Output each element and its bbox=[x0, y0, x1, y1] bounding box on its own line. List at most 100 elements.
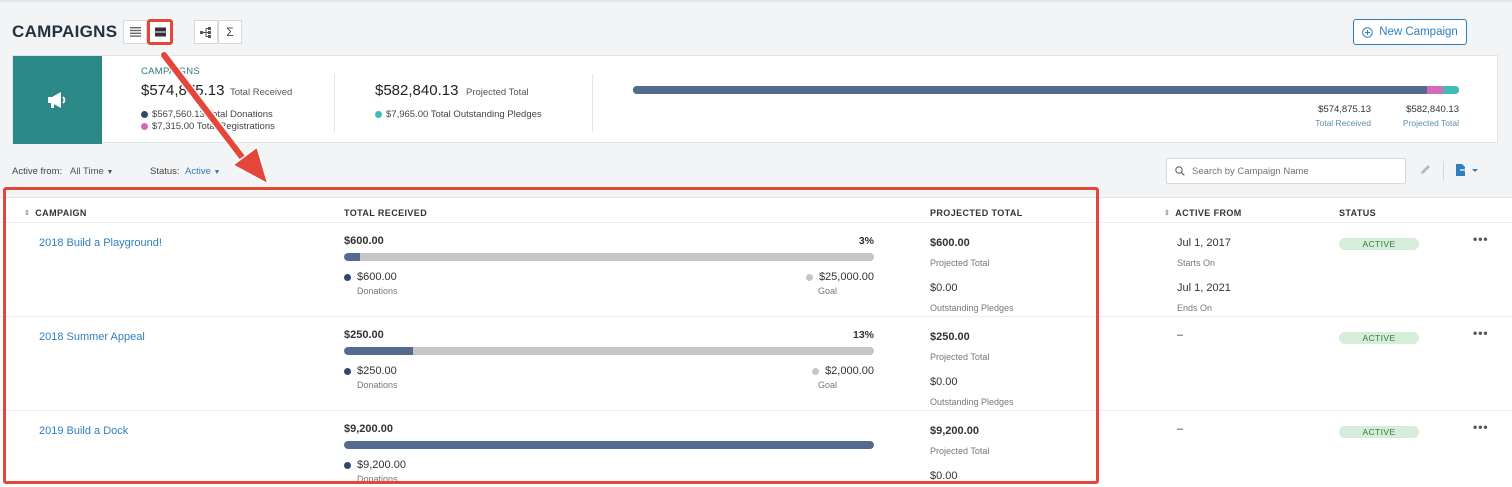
search-icon bbox=[1175, 166, 1185, 176]
donations-dot bbox=[344, 367, 351, 375]
campaign-link[interactable]: 2019 Build a Dock bbox=[39, 425, 129, 437]
campaign-link[interactable]: 2018 Build a Playground! bbox=[39, 237, 162, 249]
projected-amount: $600.00 bbox=[930, 237, 970, 249]
new-campaign-button[interactable]: New Campaign bbox=[1353, 19, 1467, 45]
received-progress-bar bbox=[344, 441, 874, 449]
card-view-button[interactable] bbox=[147, 19, 173, 45]
donations-amount: $250.00 bbox=[344, 365, 397, 377]
export-icon[interactable] bbox=[1455, 163, 1479, 177]
status-value: Active bbox=[185, 166, 211, 177]
donations-segment bbox=[633, 86, 1427, 94]
bar-received-label: Total Received bbox=[1315, 118, 1371, 128]
active-from-value: All Time bbox=[70, 166, 104, 177]
projected-total-value: $582,840.13 bbox=[375, 82, 459, 99]
caret-down-icon: ▼ bbox=[213, 169, 221, 176]
more-options-icon[interactable]: ••• bbox=[1473, 420, 1489, 434]
column-header-campaign[interactable]: ⇕ CAMPAIGN bbox=[24, 208, 87, 218]
column-header-total-received: TOTAL RECEIVED bbox=[344, 208, 427, 218]
active-from-dropdown[interactable]: All Time ▼ bbox=[70, 166, 113, 177]
received-amount: $9,200.00 bbox=[344, 423, 393, 435]
goal-value: $2,000.00 bbox=[825, 365, 874, 377]
megaphone-icon bbox=[47, 92, 65, 108]
goal-label: Goal bbox=[817, 286, 837, 296]
top-border bbox=[0, 0, 1512, 2]
received-percent: 13% bbox=[852, 329, 874, 341]
summary-divider bbox=[592, 74, 593, 132]
donations-line: $567,560.13 Total Donations bbox=[141, 109, 273, 120]
donations-dot bbox=[344, 461, 351, 469]
total-received-value: $574,875.13 bbox=[141, 82, 225, 99]
more-options-icon[interactable]: ••• bbox=[1473, 326, 1489, 340]
hierarchy-view-icon bbox=[200, 26, 211, 38]
summary-label: CAMPAIGNS bbox=[141, 66, 201, 77]
column-header-projected-total-label: PROJECTED TOTAL bbox=[930, 208, 1023, 218]
table-row: 2018 Build a Playground! $600.00 3% $600… bbox=[0, 222, 1512, 316]
goal-dot bbox=[805, 273, 813, 281]
received-amount: $600.00 bbox=[344, 235, 384, 247]
registrations-line: $7,315.00 Total Registrations bbox=[141, 121, 275, 132]
status-label: Status: bbox=[150, 166, 180, 177]
projected-label: Projected Total bbox=[930, 258, 990, 268]
projected-total-label: Projected Total bbox=[466, 87, 529, 98]
campaign-table: ⇕ CAMPAIGN TOTAL RECEIVED PROJECTED TOTA… bbox=[0, 197, 1512, 487]
column-header-active-from[interactable]: ⇕ ACTIVE FROM bbox=[1164, 208, 1242, 218]
summary-divider bbox=[334, 74, 335, 132]
start-date: Jul 1, 2017 bbox=[1177, 237, 1231, 249]
sigma-button[interactable]: Σ bbox=[218, 20, 242, 44]
bar-projected-label: Projected Total bbox=[1402, 118, 1459, 128]
goal-label: Goal bbox=[817, 380, 837, 390]
received-progress-bar bbox=[344, 347, 874, 355]
donations-amount: $600.00 bbox=[344, 271, 397, 283]
status-badge: ACTIVE bbox=[1339, 238, 1419, 250]
donations-label: Donations bbox=[357, 380, 398, 390]
status-badge: ACTIVE bbox=[1339, 426, 1419, 438]
projected-label: Projected Total bbox=[930, 352, 990, 362]
card-view-icon bbox=[154, 27, 166, 37]
total-received-label: Total Received bbox=[230, 87, 293, 98]
pledges-amount: $0.00 bbox=[930, 376, 958, 388]
registrations-line-text: $7,315.00 Total Registrations bbox=[152, 121, 275, 132]
column-header-projected-total: PROJECTED TOTAL bbox=[930, 208, 1023, 218]
column-header-campaign-label: CAMPAIGN bbox=[35, 208, 87, 218]
active-from-label: Active from: bbox=[12, 166, 63, 177]
donations-label: Donations bbox=[357, 474, 398, 484]
sigma-icon: Σ bbox=[226, 25, 234, 39]
summary-card: CAMPAIGNS $574,875.13 Total Received $56… bbox=[12, 55, 1498, 144]
campaign-link[interactable]: 2018 Summer Appeal bbox=[39, 331, 145, 343]
summary-progress-bar bbox=[633, 86, 1459, 94]
goal-dot bbox=[812, 367, 820, 375]
status-badge: ACTIVE bbox=[1339, 332, 1419, 344]
column-header-status: STATUS bbox=[1339, 208, 1376, 218]
projected-amount: $250.00 bbox=[930, 331, 970, 343]
outstanding-line: $7,965.00 Total Outstanding Pledges bbox=[375, 109, 542, 120]
end-date-label: Ends On bbox=[1177, 303, 1213, 313]
pledges-dot bbox=[375, 111, 382, 118]
megaphone-tile bbox=[13, 56, 102, 144]
sort-icon: ⇕ bbox=[1164, 210, 1171, 217]
pledges-label: Outstanding Pledges bbox=[930, 397, 1014, 407]
list-view-button[interactable] bbox=[123, 20, 147, 44]
more-options-icon[interactable]: ••• bbox=[1473, 232, 1489, 246]
received-progress-fill bbox=[344, 347, 413, 355]
column-header-active-from-label: ACTIVE FROM bbox=[1175, 208, 1242, 218]
hierarchy-view-button[interactable] bbox=[194, 20, 218, 44]
donations-value: $9,200.00 bbox=[357, 459, 406, 471]
projected-amount: $9,200.00 bbox=[930, 425, 979, 437]
pencil-icon[interactable] bbox=[1419, 163, 1432, 176]
outstanding-line-text: $7,965.00 Total Outstanding Pledges bbox=[386, 109, 542, 120]
pledges-segment bbox=[1443, 86, 1459, 94]
donations-dot bbox=[141, 111, 148, 118]
projected-label: Projected Total bbox=[930, 446, 990, 456]
column-header-total-received-label: TOTAL RECEIVED bbox=[344, 208, 428, 218]
donations-label: Donations bbox=[357, 286, 398, 296]
donations-amount: $9,200.00 bbox=[344, 459, 406, 471]
table-row: 2018 Summer Appeal $250.00 13% $250.00 D… bbox=[0, 316, 1512, 410]
search-box[interactable] bbox=[1166, 158, 1406, 184]
search-input[interactable] bbox=[1192, 165, 1392, 177]
pledges-label: Outstanding Pledges bbox=[930, 303, 1014, 313]
registrations-dot bbox=[141, 123, 148, 130]
bar-received-value: $574,875.13 bbox=[1318, 104, 1371, 115]
status-dropdown[interactable]: Active ▼ bbox=[185, 166, 220, 177]
goal-amount: $25,000.00 bbox=[774, 271, 874, 283]
active-from-empty: – bbox=[1177, 423, 1184, 435]
